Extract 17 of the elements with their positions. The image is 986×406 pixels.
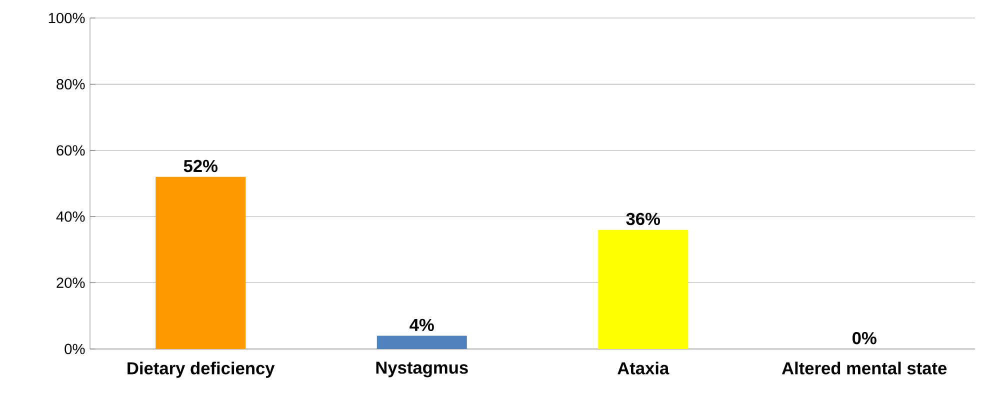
y-tick-label: 100% [48,12,85,24]
y-tick-label: 40% [56,211,85,222]
y-tick-label: 80% [56,79,85,90]
data-label: 52% [184,160,218,172]
bar [156,176,246,349]
y-tick-label: 60% [56,145,85,156]
bar [598,230,688,349]
x-tick-label: Altered mental state [782,362,947,374]
x-tick-label: Ataxia [618,362,670,374]
data-label: 4% [410,318,434,332]
x-tick-label: Dietary deficiency [128,362,275,378]
y-tick-label: 20% [56,278,85,288]
data-label: 36% [626,212,660,226]
bar [376,336,467,349]
y-tick-label: 0% [64,344,85,354]
x-tick-label: Nystagmus [376,362,468,378]
data-label: 0% [852,332,876,344]
